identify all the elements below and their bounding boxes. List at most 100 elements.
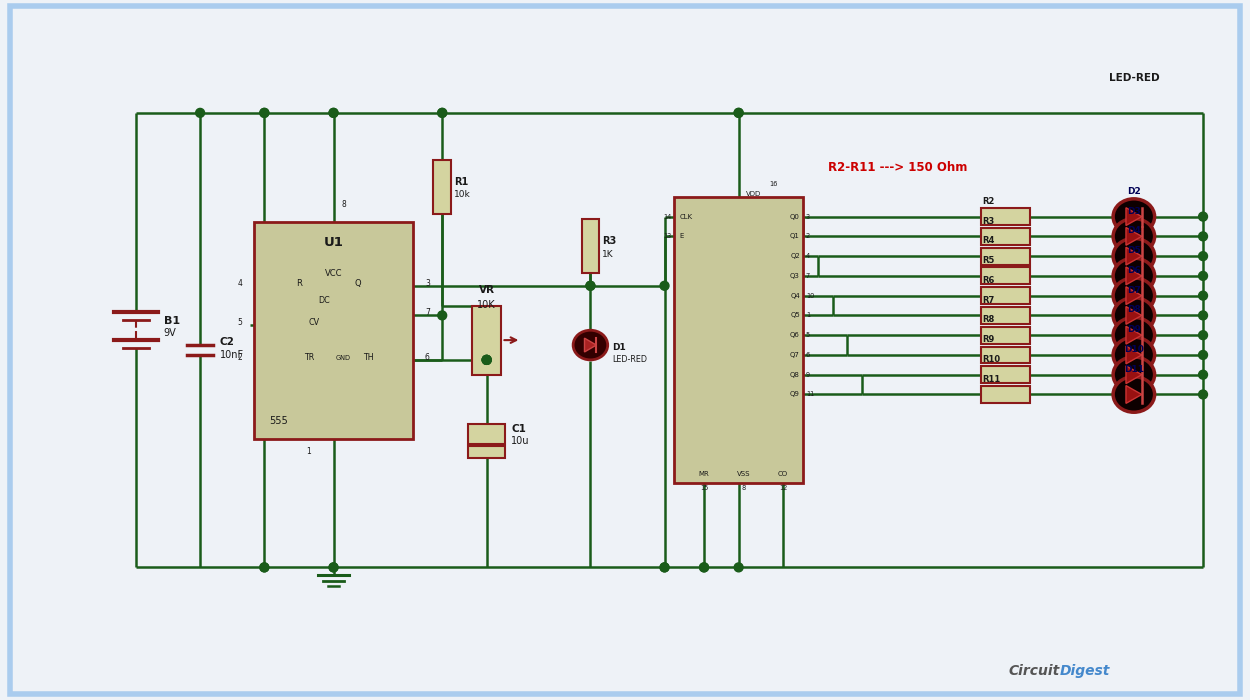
Text: Q2: Q2 <box>790 253 800 259</box>
Text: R3: R3 <box>982 216 995 225</box>
Text: CV: CV <box>309 318 319 328</box>
Circle shape <box>734 108 742 118</box>
Text: TH: TH <box>362 353 374 362</box>
Bar <box>981 228 1030 245</box>
Text: CLK: CLK <box>679 214 692 220</box>
Text: D1: D1 <box>612 342 626 351</box>
Circle shape <box>660 281 669 290</box>
Text: Q: Q <box>355 279 361 288</box>
Circle shape <box>586 281 595 290</box>
Text: R7: R7 <box>982 295 995 304</box>
Circle shape <box>586 281 595 290</box>
Text: R2: R2 <box>982 197 995 206</box>
Text: GND: GND <box>336 355 351 361</box>
Circle shape <box>1199 212 1208 221</box>
Circle shape <box>1199 252 1208 260</box>
Text: CO: CO <box>778 470 789 477</box>
Text: D2: D2 <box>1128 187 1141 196</box>
Circle shape <box>660 563 669 572</box>
Polygon shape <box>1126 326 1141 344</box>
Ellipse shape <box>1112 199 1155 234</box>
Bar <box>675 197 802 484</box>
Text: Q9: Q9 <box>790 391 800 398</box>
Polygon shape <box>1126 287 1141 304</box>
Bar <box>255 221 412 439</box>
Text: 8: 8 <box>741 485 746 491</box>
Text: 3: 3 <box>425 279 430 288</box>
Circle shape <box>700 563 709 572</box>
Text: 1K: 1K <box>602 250 614 259</box>
Bar <box>581 219 599 274</box>
Bar <box>981 307 1030 324</box>
Text: Q3: Q3 <box>790 273 800 279</box>
Ellipse shape <box>1112 238 1155 274</box>
Text: D10: D10 <box>1124 345 1144 354</box>
Text: 10u: 10u <box>511 436 530 446</box>
Polygon shape <box>1126 247 1141 265</box>
Circle shape <box>438 108 446 118</box>
Circle shape <box>700 563 709 572</box>
Text: Digest: Digest <box>1060 664 1110 678</box>
Polygon shape <box>1126 386 1141 403</box>
Text: VSS: VSS <box>736 470 750 477</box>
Text: R3: R3 <box>602 237 616 246</box>
Text: R8: R8 <box>982 315 995 324</box>
Ellipse shape <box>1112 377 1155 412</box>
Circle shape <box>1199 272 1208 280</box>
Text: 14: 14 <box>662 214 671 220</box>
Bar <box>434 160 451 214</box>
Text: R9: R9 <box>982 335 995 344</box>
Text: B1: B1 <box>164 316 180 326</box>
Text: R5: R5 <box>982 256 995 265</box>
Text: C1: C1 <box>511 424 526 434</box>
Polygon shape <box>585 338 596 352</box>
Bar <box>981 208 1030 225</box>
Text: Q0: Q0 <box>790 214 800 220</box>
Text: R10: R10 <box>982 355 1001 364</box>
Text: D7: D7 <box>1128 286 1141 295</box>
Bar <box>981 366 1030 383</box>
Circle shape <box>1199 291 1208 300</box>
Bar <box>981 248 1030 265</box>
Ellipse shape <box>1112 258 1155 294</box>
Text: 4: 4 <box>806 253 810 259</box>
Circle shape <box>734 563 742 572</box>
Text: R11: R11 <box>982 374 1001 384</box>
Text: 4: 4 <box>238 279 242 288</box>
Text: R1: R1 <box>454 177 469 187</box>
Text: VR: VR <box>479 285 495 295</box>
Circle shape <box>1199 232 1208 241</box>
Bar <box>468 424 505 444</box>
Bar <box>981 267 1030 284</box>
Circle shape <box>329 108 338 118</box>
Circle shape <box>1199 370 1208 379</box>
Polygon shape <box>1126 228 1141 245</box>
Text: 6: 6 <box>425 353 430 362</box>
Text: MR: MR <box>699 470 710 477</box>
Bar <box>981 327 1030 344</box>
Text: 10k: 10k <box>454 190 471 199</box>
Circle shape <box>660 563 669 572</box>
Circle shape <box>329 563 338 572</box>
Ellipse shape <box>1112 278 1155 314</box>
Ellipse shape <box>572 330 608 360</box>
Text: 9: 9 <box>806 372 810 378</box>
Circle shape <box>260 563 269 572</box>
Circle shape <box>260 108 269 118</box>
Text: VDD: VDD <box>746 191 761 197</box>
Circle shape <box>260 563 269 572</box>
Text: Q8: Q8 <box>790 372 800 378</box>
Text: 16: 16 <box>769 181 778 187</box>
Circle shape <box>482 356 491 364</box>
Text: 2: 2 <box>238 353 242 362</box>
Text: 10K: 10K <box>478 300 496 311</box>
Circle shape <box>482 356 491 364</box>
Ellipse shape <box>1112 317 1155 353</box>
Text: D11: D11 <box>1124 365 1144 374</box>
Bar <box>981 287 1030 304</box>
Text: 12: 12 <box>779 485 788 491</box>
Circle shape <box>1199 351 1208 359</box>
Polygon shape <box>1126 267 1141 285</box>
Text: 7: 7 <box>425 309 430 317</box>
Text: U1: U1 <box>324 237 344 249</box>
